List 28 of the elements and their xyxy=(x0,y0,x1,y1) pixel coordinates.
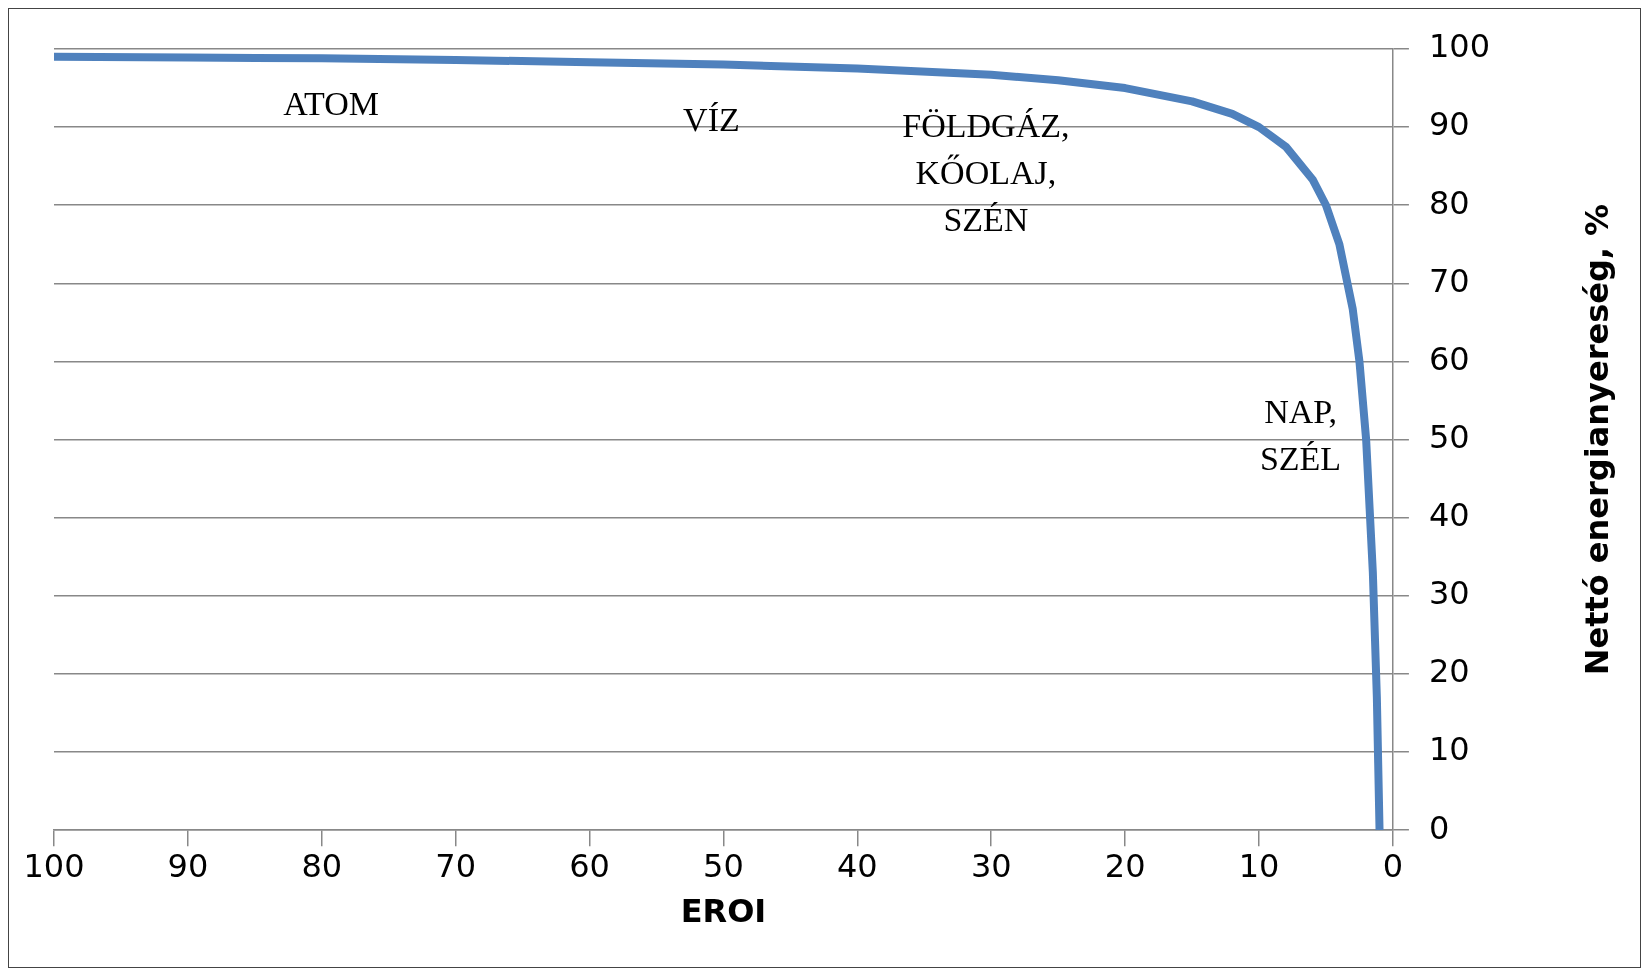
y-axis-title: Nettó energianyereség, % xyxy=(1578,203,1617,676)
x-tick-label: 100 xyxy=(23,846,85,885)
annotation: VÍZ xyxy=(683,100,740,138)
y-tick-label: 80 xyxy=(1428,183,1470,222)
y-tick-label: 70 xyxy=(1428,261,1470,300)
x-tick-label: 30 xyxy=(970,846,1012,885)
x-tick-label: 0 xyxy=(1382,846,1404,885)
x-tick-label: 60 xyxy=(569,846,610,885)
x-axis-title: EROI xyxy=(680,892,767,931)
x-tick-label: 50 xyxy=(703,846,744,885)
x-tick-label: 10 xyxy=(1238,846,1280,885)
x-tick-label: 90 xyxy=(167,846,209,885)
x-tick-label: 40 xyxy=(836,846,878,885)
annotation: NAP, SZÉL xyxy=(1259,392,1342,477)
y-tick-label: 0 xyxy=(1428,808,1450,847)
y-tick-label: 90 xyxy=(1428,105,1470,144)
annotation: ATOM xyxy=(283,84,380,122)
x-tick-label: 80 xyxy=(301,846,343,885)
y-tick-label: 20 xyxy=(1428,652,1470,691)
x-tick-label: 20 xyxy=(1104,846,1146,885)
y-tick-label: 10 xyxy=(1428,730,1470,769)
y-tick-label: 60 xyxy=(1428,339,1470,378)
y-tick-label: 30 xyxy=(1428,574,1470,613)
annotation: FÖLDGÁZ, KŐOLAJ, SZÉN xyxy=(902,106,1070,238)
y-tick-label: 100 xyxy=(1428,27,1490,66)
y-tick-label: 50 xyxy=(1428,417,1470,456)
x-tick-label: 70 xyxy=(435,846,477,885)
y-tick-label: 40 xyxy=(1428,496,1470,535)
